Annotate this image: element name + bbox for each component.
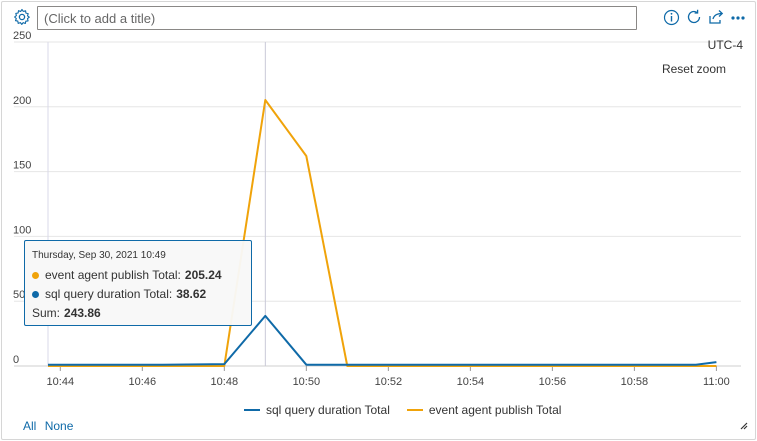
refresh-icon[interactable]: [684, 8, 703, 27]
legend-label: sql query duration Total: [266, 403, 390, 417]
tooltip-label: event agent publish Total:: [45, 268, 181, 282]
series-toggle: All None: [23, 419, 78, 433]
y-tick-label: 150: [13, 160, 31, 172]
x-tick-label: 10:46: [129, 376, 157, 388]
x-tick-label: 10:54: [457, 376, 485, 388]
y-tick-label: 0: [13, 354, 19, 366]
y-tick-label: 100: [13, 224, 31, 236]
tooltip-value: 205.24: [184, 268, 222, 282]
y-tick-label: 200: [13, 95, 31, 107]
series-line: [48, 99, 717, 367]
resize-handle-icon[interactable]: [740, 422, 748, 430]
select-none-link[interactable]: None: [44, 419, 74, 433]
x-tick-label: 10:56: [539, 376, 567, 388]
tooltip-sum-label: Sum:: [32, 306, 61, 320]
info-icon[interactable]: [662, 8, 681, 27]
tooltip-date: Thursday, Sep 30, 2021 10:49: [32, 250, 166, 261]
y-tick-label: 250: [13, 30, 31, 42]
tooltip-sum-value: 243.86: [64, 306, 101, 320]
x-tick-label: 10:58: [621, 376, 649, 388]
series-dot-icon: [32, 272, 39, 279]
reset-zoom-button[interactable]: Reset zoom: [661, 62, 726, 76]
y-tick-label: 50: [13, 289, 25, 301]
legend-label: event agent publish Total: [428, 403, 562, 417]
legend-item-event-agent-publish[interactable]: event agent publish Total: [406, 403, 562, 417]
tooltip-label: sql query duration Total:: [45, 287, 173, 301]
x-tick-label: 10:50: [293, 376, 321, 388]
tooltip-row: sql query duration Total: 38.62: [32, 285, 244, 304]
tooltip-value: 38.62: [176, 287, 207, 301]
chart-tooltip: Thursday, Sep 30, 2021 10:49 event agent…: [24, 240, 252, 326]
x-tick-label: 10:48: [211, 376, 239, 388]
legend-item-sql-query-duration[interactable]: sql query duration Total: [244, 403, 390, 417]
series-dot-icon: [32, 291, 39, 298]
more-icon[interactable]: [728, 8, 747, 27]
gear-icon[interactable]: [13, 8, 31, 26]
chart-legend: sql query duration Total event agent pub…: [244, 403, 561, 417]
x-tick-label: 11:00: [703, 376, 730, 388]
tooltip-row: event agent publish Total: 205.24: [32, 266, 244, 285]
timezone-label: UTC-4: [707, 38, 743, 52]
x-tick-label: 10:44: [47, 376, 75, 388]
tooltip-sum-row: Sum: 243.86: [32, 304, 244, 323]
legend-swatch-icon: [244, 409, 260, 411]
select-all-link[interactable]: All: [23, 419, 37, 433]
share-icon[interactable]: [706, 8, 725, 27]
title-input[interactable]: [37, 6, 637, 30]
legend-swatch-icon: [406, 409, 423, 411]
x-tick-label: 10:52: [375, 376, 403, 388]
series-line: [48, 314, 717, 366]
